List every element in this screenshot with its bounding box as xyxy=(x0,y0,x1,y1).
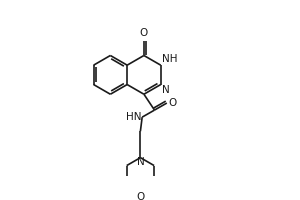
Text: O: O xyxy=(140,28,148,38)
Text: O: O xyxy=(136,192,145,200)
Text: NH: NH xyxy=(163,54,178,64)
Text: N: N xyxy=(163,85,170,95)
Text: HN: HN xyxy=(126,112,141,122)
Text: O: O xyxy=(169,98,177,108)
Text: N: N xyxy=(136,157,144,167)
